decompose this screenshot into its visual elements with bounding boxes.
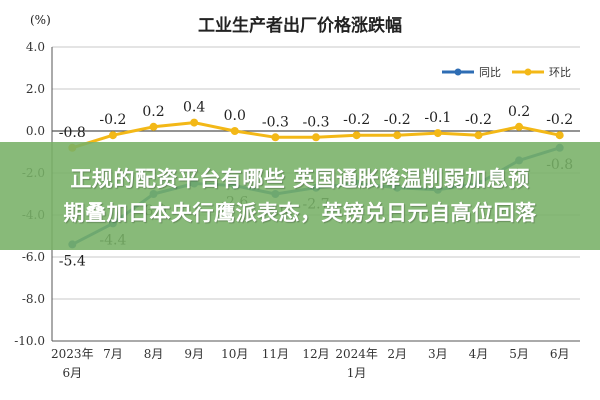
legend: 同比 环比 [442, 66, 571, 79]
y-tick-label: -6.0 [22, 250, 45, 264]
y-tick-label: -10.0 [14, 334, 45, 348]
data-label: -0.2 [384, 112, 411, 128]
x-tick-label: 11月 [262, 347, 289, 361]
legend-marker [524, 68, 532, 76]
data-point [352, 131, 361, 140]
legend-label: 同比 [479, 66, 501, 79]
x-tick-label: 2023年 [51, 347, 94, 361]
data-point [393, 131, 402, 140]
data-point [230, 127, 239, 135]
y-tick-label: -8.0 [22, 292, 45, 306]
x-tick-label: 3月 [428, 347, 448, 361]
axes: 4.02.00.0-2.0-4.0-6.0-8.0-10.02023年6月7月8… [14, 40, 580, 380]
data-point [271, 133, 280, 142]
data-point [149, 122, 158, 131]
data-point [433, 129, 442, 138]
data-label: -0.2 [465, 112, 492, 128]
data-label: -0.2 [343, 112, 370, 128]
data-label: 0.0 [224, 108, 246, 124]
data-label: -0.2 [99, 112, 126, 128]
x-tick-label: 10月 [221, 347, 248, 361]
x-tick-label: 1月 [347, 366, 367, 380]
x-tick-label: 7月 [103, 347, 123, 361]
x-tick-label: 6月 [62, 366, 82, 380]
y-tick-label: 4.0 [26, 40, 45, 54]
data-label: 0.4 [183, 100, 205, 116]
data-label: -5.4 [59, 253, 86, 269]
x-tick-label: 5月 [509, 347, 529, 361]
data-label: -0.3 [303, 114, 330, 130]
x-tick-label: 9月 [184, 347, 204, 361]
data-point [555, 131, 564, 140]
y-tick-label: 0.0 [26, 124, 45, 138]
x-tick-label: 12月 [302, 347, 329, 361]
data-label: 0.2 [508, 104, 530, 120]
data-label: -0.2 [546, 112, 573, 128]
overlay-banner: 正规的配资平台有哪些 英国通胀降温削弱加息预 期叠加日本央行鹰派表态，英镑兑日元… [0, 142, 600, 250]
data-point [312, 133, 320, 142]
data-point [474, 131, 483, 140]
overlay-headline-line-2: 期叠加日本央行鹰派表态，英镑兑日元自高位回落 [63, 201, 537, 225]
data-label: 0.2 [142, 104, 164, 120]
overlay-headline-line-1: 正规的配资平台有哪些 英国通胀降温削弱加息预 [70, 167, 530, 191]
x-tick-label: 4月 [469, 347, 489, 361]
data-label: -0.1 [424, 110, 451, 126]
data-label: -0.8 [59, 125, 86, 141]
data-point [108, 131, 117, 140]
x-tick-label: 2024年 [335, 347, 378, 361]
x-tick-label: 6月 [550, 347, 570, 361]
data-point [515, 122, 524, 131]
y-unit-label: (%) [30, 13, 51, 27]
data-label: -0.3 [262, 114, 289, 130]
data-point [190, 118, 199, 127]
x-tick-label: 8月 [144, 347, 164, 361]
chart-title: 工业生产者出厂价格涨跌幅 [198, 15, 402, 36]
legend-marker [454, 68, 462, 76]
y-tick-label: 2.0 [26, 82, 45, 96]
legend-label: 环比 [549, 66, 571, 79]
x-tick-label: 2月 [387, 347, 407, 361]
